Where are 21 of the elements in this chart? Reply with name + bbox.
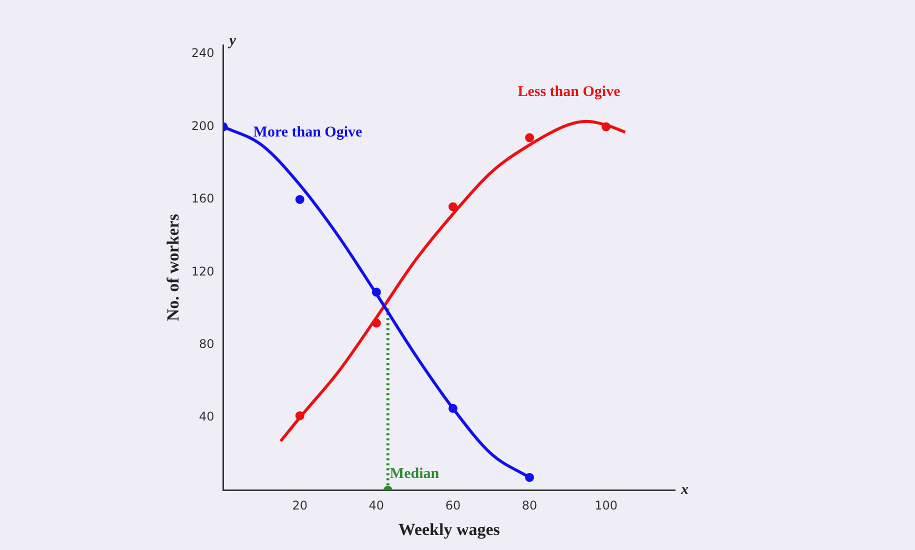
y-tick-label: 80 — [199, 336, 214, 351]
x-tick-label: 20 — [292, 498, 308, 513]
y-axis-title: No. of workers — [164, 214, 183, 322]
series-label: More than Ogive — [253, 124, 363, 141]
x-tick-label: 80 — [522, 498, 538, 513]
point — [448, 202, 458, 212]
series-label: Less than Ogive — [518, 84, 621, 100]
y-tick-label: 160 — [191, 192, 214, 206]
y-tick-label: 120 — [191, 264, 214, 278]
y-tick-label: 40 — [199, 410, 214, 424]
point — [295, 194, 304, 204]
y-tick-label: 240 — [191, 46, 214, 60]
x-tick-label: 60 — [445, 498, 461, 513]
annotation: y — [227, 32, 236, 49]
point — [525, 133, 534, 142]
annotation: Median — [390, 466, 440, 482]
y-tick-label: 200 — [191, 118, 214, 133]
x-axis-title: Weekly wages — [398, 520, 500, 540]
text: x — [680, 482, 689, 498]
x-tick-label: 100 — [594, 498, 618, 513]
x-tick-label: 40 — [368, 498, 384, 513]
